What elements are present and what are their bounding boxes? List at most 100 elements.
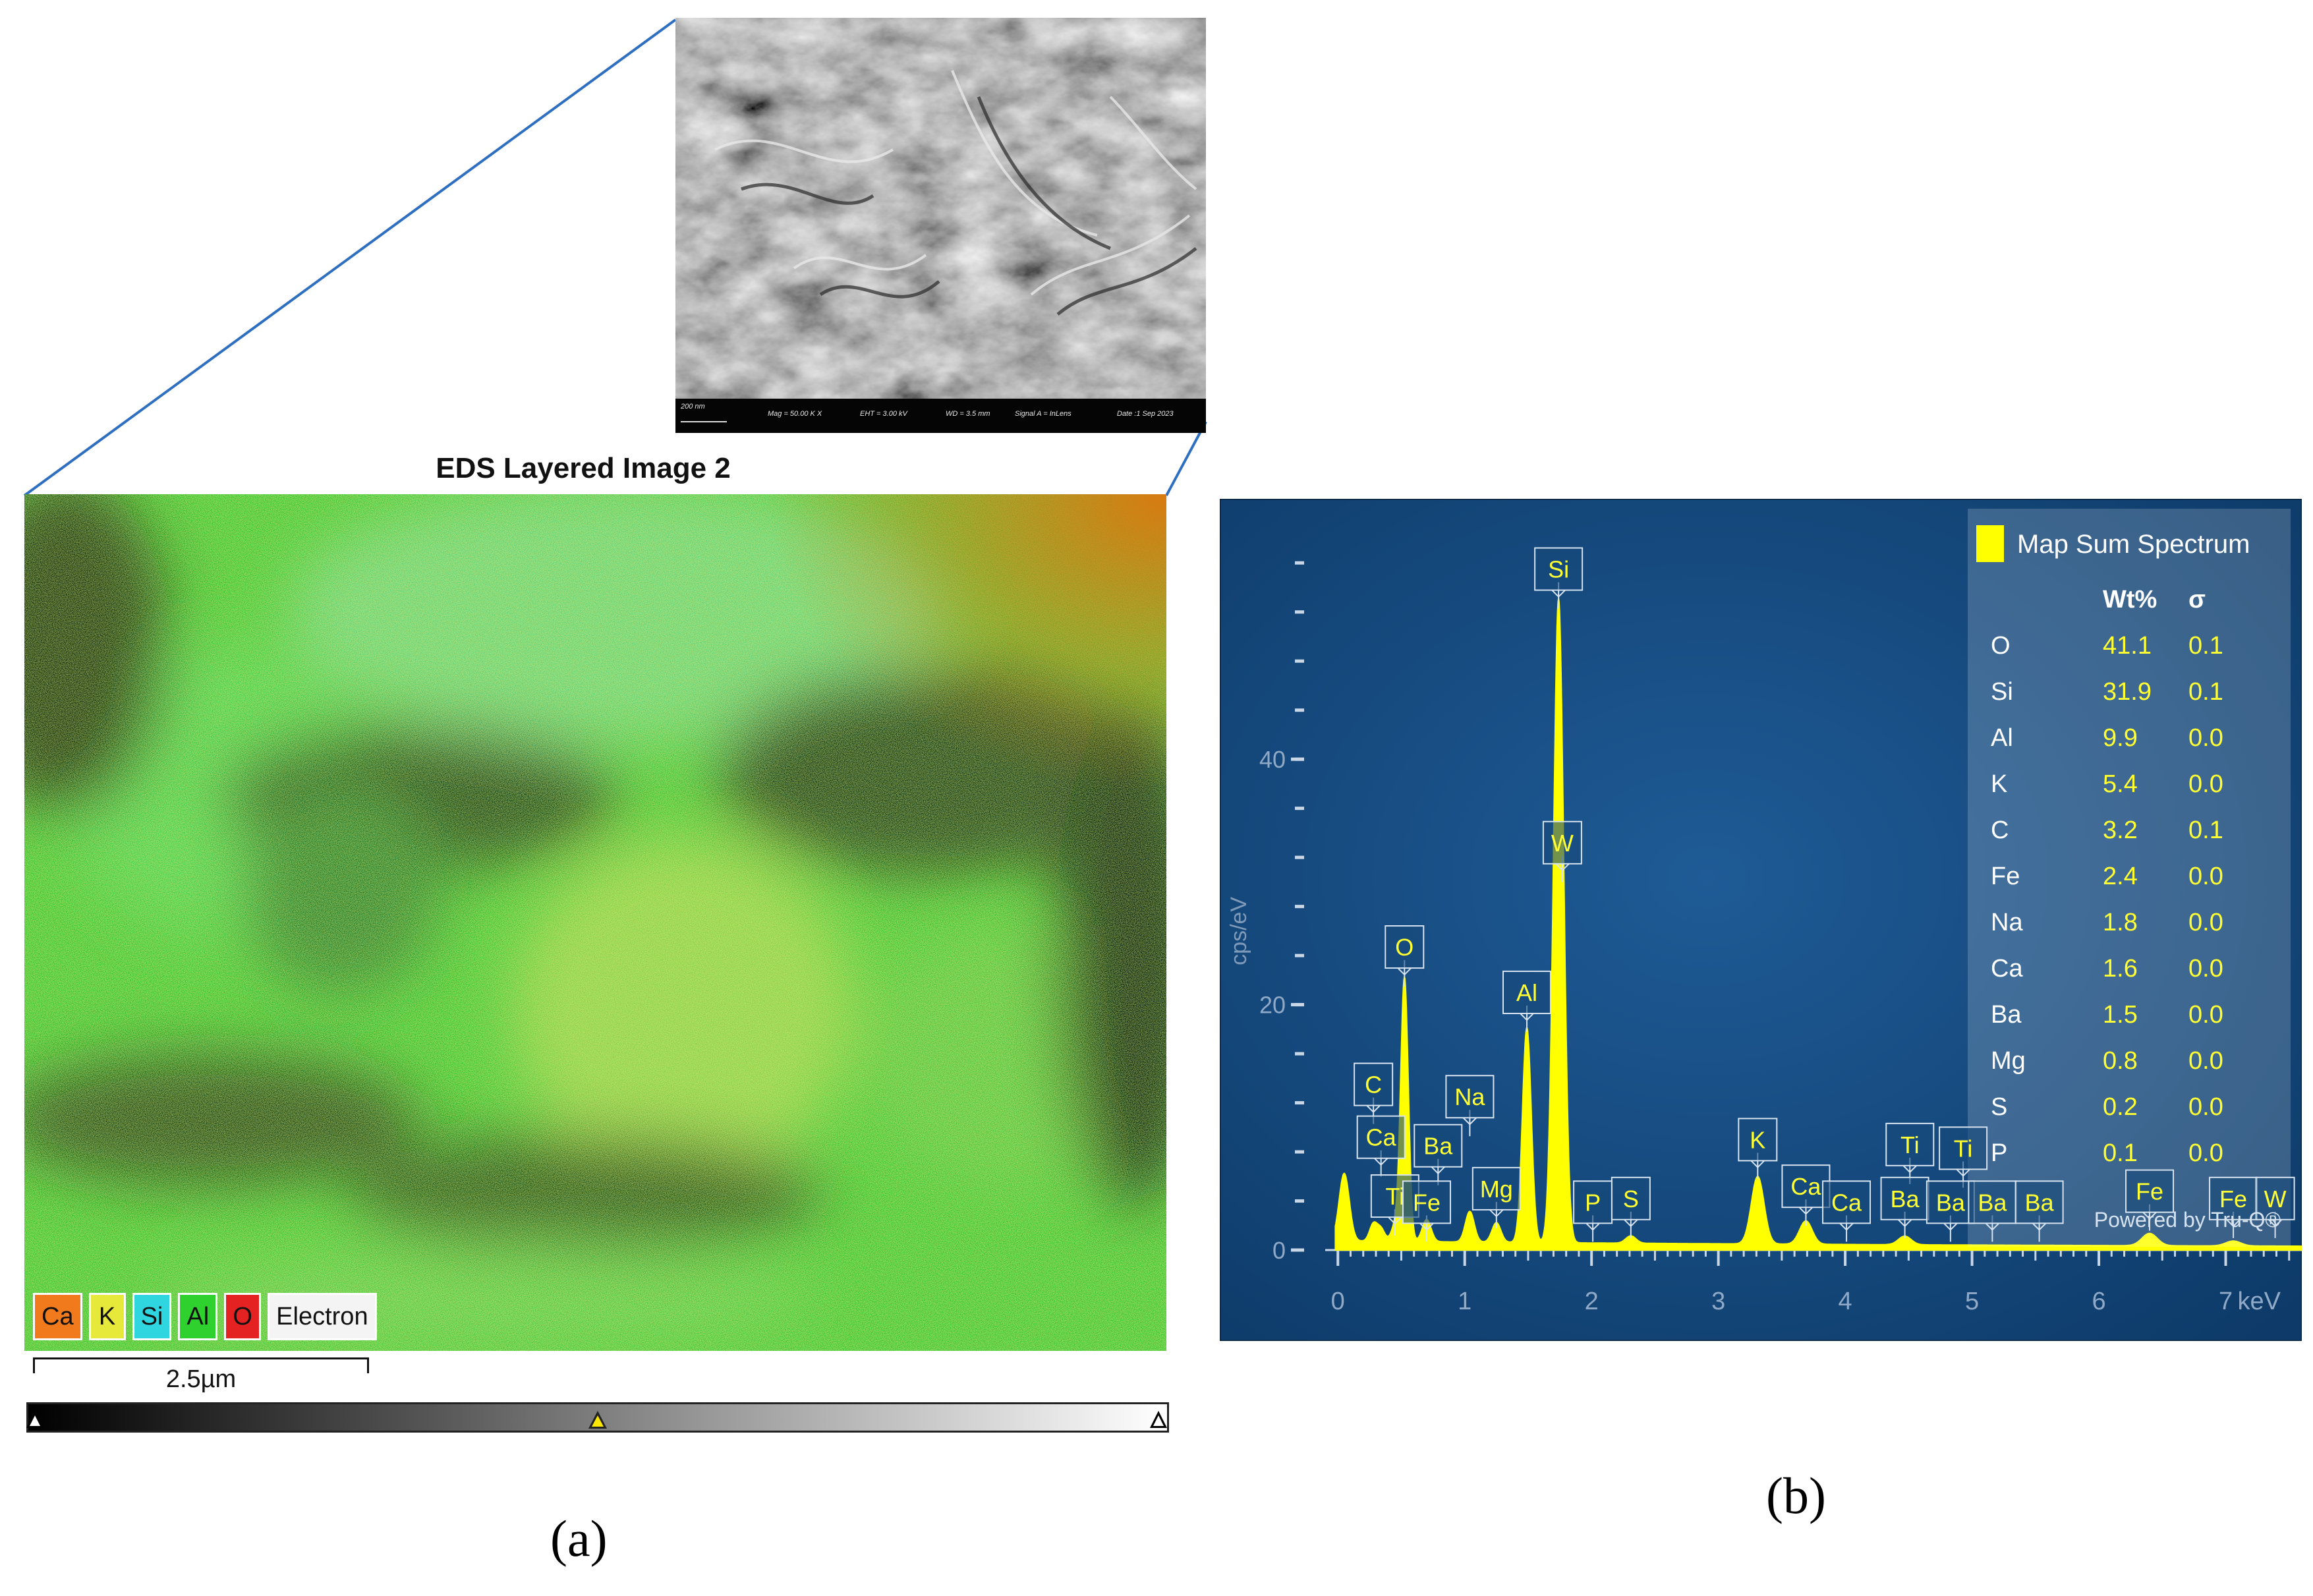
legend-swatch	[1976, 525, 2004, 562]
peak-label-pointer	[1489, 1209, 1504, 1218]
peak-label-box	[1573, 1180, 1613, 1224]
peak-label-pointer	[1585, 1222, 1600, 1231]
legend-table-panel	[1968, 509, 2291, 1247]
peak-label-box	[1414, 1124, 1463, 1168]
table-element: P	[1991, 1139, 2007, 1167]
panel-a-label: (a)	[550, 1510, 608, 1567]
peak-label-s: S	[1623, 1185, 1639, 1212]
peak-label-mg: Mg	[1480, 1176, 1513, 1203]
peak-label-pointer	[1520, 1013, 1534, 1021]
panel-b-label: (b)	[1766, 1467, 1826, 1524]
legend-chip-electron: Electron	[268, 1293, 377, 1340]
sem-date: Date :1 Sep 2023	[1117, 410, 1174, 418]
peak-label-pointer	[1985, 1222, 2000, 1231]
table-value: 41.1	[2103, 632, 2152, 660]
gradient-right-marker-fill	[1153, 1415, 1164, 1426]
gradient-mid-marker-fill	[592, 1415, 604, 1427]
legend-chip-al: Al	[178, 1293, 218, 1340]
peak-label-pointer	[1419, 1222, 1434, 1231]
table-element: Fe	[1991, 863, 2020, 890]
table-value: 0.0	[2188, 909, 2223, 936]
table-value: 1.8	[2103, 909, 2138, 936]
peak-label-fe: Fe	[1413, 1189, 1441, 1216]
x-tick-label: 5	[1965, 1288, 1979, 1315]
table-value: 1.5	[2103, 1001, 2138, 1029]
table-value: 0.0	[2188, 955, 2223, 983]
peak-label-fe: Fe	[2136, 1178, 2163, 1205]
peak-label-box	[1939, 1126, 1988, 1170]
peak-label-pointer	[1897, 1219, 1912, 1228]
sem-scale-bar	[681, 421, 727, 422]
peak-label-box	[2255, 1176, 2295, 1220]
sem-eht: EHT = 3.00 kV	[860, 410, 907, 418]
peak-label-box	[1885, 1122, 1935, 1166]
peak-label-box	[1781, 1164, 1831, 1209]
x-tick-label: 7	[2219, 1288, 2233, 1315]
table-value: 9.9	[2103, 724, 2138, 752]
connector-right	[1165, 421, 1207, 496]
peak-label-pointer	[1943, 1222, 1958, 1231]
table-element: Ca	[1991, 955, 2023, 983]
table-value: 0.0	[2188, 1093, 2223, 1121]
y-tick-label: 40	[1259, 746, 1286, 773]
peak-label-box	[1880, 1176, 1929, 1220]
table-value: 2.4	[2103, 863, 2138, 890]
peak-label-ba: Ba	[1936, 1189, 1966, 1216]
legend-title: Map Sum Spectrum	[2017, 530, 2250, 559]
sem-wd: WD = 3.5 mm	[946, 410, 990, 418]
table-value: 0.0	[2188, 724, 2223, 752]
x-tick-label: 4	[1839, 1288, 1852, 1315]
table-value: 1.6	[2103, 955, 2138, 983]
peak-label-box	[1542, 820, 1582, 865]
table-element: Na	[1991, 909, 2023, 936]
peak-label-box	[1402, 1180, 1451, 1224]
intensity-gradient-bar	[26, 1402, 1169, 1433]
peak-label-box	[1968, 1180, 2017, 1224]
table-value: 0.0	[2188, 863, 2223, 890]
peak-label-pointer	[1551, 589, 1566, 598]
peak-label-box	[2014, 1180, 2064, 1224]
connector-left	[23, 18, 677, 497]
peak-label-box	[1534, 547, 1584, 591]
peak-label-pointer	[1388, 1216, 1402, 1225]
legend-chip-o: O	[224, 1293, 262, 1340]
sem-info-bar: 200 nm Mag = 50.00 K X EHT = 3.00 kV WD …	[675, 399, 1206, 433]
peak-label-ca: Ca	[1366, 1124, 1397, 1151]
peak-label-pointer	[1624, 1219, 1638, 1228]
peak-label-box	[1502, 970, 1552, 1014]
peak-label-ti: Ti	[1900, 1131, 1920, 1158]
peak-label-p: P	[1585, 1189, 1601, 1216]
table-element: Ba	[1991, 1001, 2022, 1029]
table-element: Si	[1991, 678, 2013, 706]
peak-label-ti: Ti	[1386, 1183, 1405, 1210]
peak-label-ba: Ba	[1423, 1133, 1453, 1160]
peak-label-pointer	[1555, 863, 1570, 872]
table-element: S	[1991, 1093, 2007, 1121]
table-value: 0.1	[2103, 1139, 2138, 1167]
peak-label-pointer	[1462, 1117, 1477, 1126]
table-value: 5.4	[2103, 770, 2138, 798]
table-value: 0.2	[2103, 1093, 2138, 1121]
y-tick-label: 0	[1272, 1237, 1286, 1264]
peak-label-box	[1385, 925, 1425, 969]
x-tick-label: 2	[1585, 1288, 1599, 1315]
peak-label-pointer	[2032, 1222, 2047, 1231]
table-value: 31.9	[2103, 678, 2152, 706]
legend-chip-k: K	[88, 1293, 126, 1340]
table-value: 0.1	[2188, 632, 2223, 660]
peak-label-ba: Ba	[1891, 1185, 1920, 1212]
peak-label-box	[1926, 1180, 1975, 1224]
peak-label-w: W	[1551, 830, 1574, 857]
peak-label-ba: Ba	[1978, 1189, 2007, 1216]
peak-label-pointer	[1839, 1222, 1854, 1231]
eds-title: EDS Layered Image 2	[436, 452, 731, 484]
y-axis-label: cps/eV	[1226, 897, 1251, 965]
peak-label-ca: Ca	[1831, 1189, 1862, 1216]
x-tick-label: 3	[1711, 1288, 1725, 1315]
x-axis-label: keV	[2238, 1288, 2281, 1315]
table-header: Wt%	[2103, 586, 2157, 613]
peak-label-box	[1822, 1180, 1871, 1224]
y-tick-label: 20	[1259, 992, 1286, 1019]
